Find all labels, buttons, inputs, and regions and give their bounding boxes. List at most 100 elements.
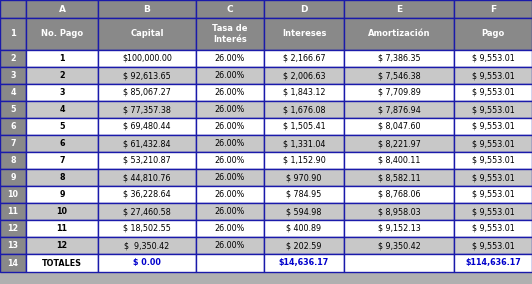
Text: 26.00%: 26.00% <box>215 224 245 233</box>
Text: 9: 9 <box>10 173 16 182</box>
Text: E: E <box>396 5 402 14</box>
Text: $ 1,676.08: $ 1,676.08 <box>282 105 325 114</box>
Text: $ 53,210.87: $ 53,210.87 <box>123 156 171 165</box>
Bar <box>98 118 196 135</box>
Text: 26.00%: 26.00% <box>215 105 245 114</box>
Bar <box>26 0 98 18</box>
Bar <box>0 220 26 237</box>
Bar <box>0 50 26 67</box>
Text: $ 9,350.42: $ 9,350.42 <box>378 241 420 250</box>
Text: F: F <box>490 5 496 14</box>
Bar <box>0 0 26 18</box>
Bar <box>264 152 344 169</box>
Text: 5: 5 <box>59 122 65 131</box>
Bar <box>196 67 264 84</box>
Text: 12: 12 <box>7 224 19 233</box>
Text: 1: 1 <box>10 30 16 39</box>
Text: $ 8,768.06: $ 8,768.06 <box>378 190 420 199</box>
Text: $ 0.00: $ 0.00 <box>133 258 161 268</box>
Bar <box>196 135 264 152</box>
Text: 4: 4 <box>59 105 65 114</box>
Text: $ 7,876.94: $ 7,876.94 <box>378 105 420 114</box>
Text: 26.00%: 26.00% <box>215 241 245 250</box>
Text: 26.00%: 26.00% <box>215 54 245 63</box>
Text: $ 594.98: $ 594.98 <box>286 207 322 216</box>
Bar <box>26 237 98 254</box>
Text: $ 1,152.90: $ 1,152.90 <box>282 156 326 165</box>
Text: $ 9,553.01: $ 9,553.01 <box>472 139 514 148</box>
Bar <box>454 67 532 84</box>
Text: $ 9,553.01: $ 9,553.01 <box>472 71 514 80</box>
Text: $ 8,958.03: $ 8,958.03 <box>378 207 420 216</box>
Text: 5: 5 <box>10 105 16 114</box>
Text: $ 784.95: $ 784.95 <box>286 190 322 199</box>
Text: $14,636.17: $14,636.17 <box>279 258 329 268</box>
Text: $ 400.89: $ 400.89 <box>286 224 321 233</box>
Text: 6: 6 <box>59 139 65 148</box>
Bar <box>344 237 454 254</box>
Bar <box>0 203 26 220</box>
Text: $ 9,152.13: $ 9,152.13 <box>378 224 420 233</box>
Bar <box>26 50 98 67</box>
Bar <box>264 135 344 152</box>
Text: TOTALES: TOTALES <box>42 258 82 268</box>
Text: $ 44,810.76: $ 44,810.76 <box>123 173 171 182</box>
Bar <box>0 67 26 84</box>
Text: $ 2,166.67: $ 2,166.67 <box>282 54 325 63</box>
Text: $ 69,480.44: $ 69,480.44 <box>123 122 171 131</box>
Bar <box>0 237 26 254</box>
Text: $ 27,460.58: $ 27,460.58 <box>123 207 171 216</box>
Text: 11: 11 <box>56 224 68 233</box>
Bar <box>98 186 196 203</box>
Text: $ 1,331.04: $ 1,331.04 <box>283 139 325 148</box>
Text: $ 8,582.11: $ 8,582.11 <box>378 173 420 182</box>
Text: B: B <box>144 5 151 14</box>
Bar <box>264 84 344 101</box>
Text: $ 970.90: $ 970.90 <box>286 173 322 182</box>
Text: $ 9,553.01: $ 9,553.01 <box>472 105 514 114</box>
Bar <box>196 118 264 135</box>
Bar <box>26 152 98 169</box>
Bar <box>344 118 454 135</box>
Text: $114,636.17: $114,636.17 <box>465 258 521 268</box>
Bar <box>344 186 454 203</box>
Bar <box>0 118 26 135</box>
Text: No. Pago: No. Pago <box>41 30 83 39</box>
Text: $ 9,553.01: $ 9,553.01 <box>472 241 514 250</box>
Text: 3: 3 <box>59 88 65 97</box>
Bar <box>264 254 344 272</box>
Bar <box>0 152 26 169</box>
Bar <box>26 203 98 220</box>
Text: 10: 10 <box>56 207 68 216</box>
Text: 6: 6 <box>10 122 16 131</box>
Text: $ 8,221.97: $ 8,221.97 <box>378 139 420 148</box>
Text: Tasa de
Interés: Tasa de Interés <box>212 24 248 44</box>
Bar <box>264 67 344 84</box>
Text: $ 18,502.55: $ 18,502.55 <box>123 224 171 233</box>
Text: Amortización: Amortización <box>368 30 430 39</box>
Bar <box>264 0 344 18</box>
Bar <box>98 169 196 186</box>
Text: $ 85,067.27: $ 85,067.27 <box>123 88 171 97</box>
Text: $ 1,505.41: $ 1,505.41 <box>282 122 325 131</box>
Bar <box>264 203 344 220</box>
Text: $ 9,553.01: $ 9,553.01 <box>472 207 514 216</box>
Text: $ 7,386.35: $ 7,386.35 <box>378 54 420 63</box>
Bar <box>454 50 532 67</box>
Bar <box>454 237 532 254</box>
Bar <box>454 18 532 50</box>
Bar <box>0 186 26 203</box>
Bar <box>196 186 264 203</box>
Bar <box>98 203 196 220</box>
Text: 3: 3 <box>10 71 16 80</box>
Text: $ 9,553.01: $ 9,553.01 <box>472 173 514 182</box>
Bar <box>454 254 532 272</box>
Bar <box>98 67 196 84</box>
Text: $  9,350.42: $ 9,350.42 <box>124 241 170 250</box>
Text: Intereses: Intereses <box>282 30 326 39</box>
Bar <box>454 220 532 237</box>
Text: 26.00%: 26.00% <box>215 156 245 165</box>
Bar <box>454 0 532 18</box>
Bar <box>196 237 264 254</box>
Text: $ 8,047.60: $ 8,047.60 <box>378 122 420 131</box>
